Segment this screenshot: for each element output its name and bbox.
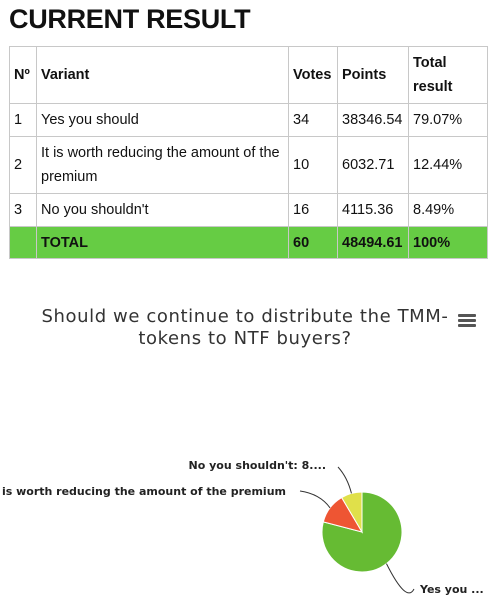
pie-connector-line xyxy=(337,466,352,494)
table-row: 3 No you shouldn't 16 4115.36 8.49% xyxy=(9,193,488,227)
row-result: 79.07% xyxy=(408,103,488,137)
row-result: 12.44% xyxy=(408,136,488,194)
results-table: Nº Variant Votes Points Total result 1 Y… xyxy=(9,46,488,259)
row-number: 1 xyxy=(9,103,37,137)
row-variant: Yes you should xyxy=(36,103,289,137)
hamburger-menu-icon[interactable] xyxy=(458,314,476,328)
total-result: 100% xyxy=(408,226,488,259)
header-variant: Variant xyxy=(36,46,289,104)
row-result: 8.49% xyxy=(408,193,488,227)
row-points: 6032.71 xyxy=(337,136,409,194)
header-votes: Votes xyxy=(288,46,338,104)
pie-slice[interactable] xyxy=(340,491,363,534)
pie-data-label: Yes you ... xyxy=(419,583,484,596)
row-votes: 10 xyxy=(288,136,338,194)
total-row: TOTAL 60 48494.61 100% xyxy=(9,226,488,259)
row-votes: 34 xyxy=(288,103,338,137)
row-points: 38346.54 xyxy=(337,103,409,137)
total-points: 48494.61 xyxy=(337,226,409,259)
row-votes: 16 xyxy=(288,193,338,227)
row-variant: It is worth reducing the amount of the p… xyxy=(36,136,289,194)
table-header-row: Nº Variant Votes Points Total result xyxy=(9,46,488,104)
pie-data-label: No you shouldn't: 8.... xyxy=(189,459,326,472)
header-total-result: Total result xyxy=(408,46,488,104)
pie-data-label: It is worth reducing the amount of the p… xyxy=(0,485,286,498)
pie-plot: Yes you ... It is worth reducing the amou… xyxy=(0,459,484,596)
pie-connector-line xyxy=(385,563,415,594)
row-points: 4115.36 xyxy=(337,193,409,227)
header-points: Points xyxy=(337,46,409,104)
pie-connector-line xyxy=(299,490,331,509)
chart-title: Should we continue to distribute the TMM… xyxy=(41,306,449,349)
header-number: Nº xyxy=(9,46,37,104)
total-label: TOTAL xyxy=(36,226,289,259)
row-number: 2 xyxy=(9,136,37,194)
pie-chart: Should we continue to distribute the TMM… xyxy=(0,290,499,603)
total-number xyxy=(9,226,37,259)
row-number: 3 xyxy=(9,193,37,227)
page-title: CURRENT RESULT xyxy=(9,4,251,34)
table-row: 2 It is worth reducing the amount of the… xyxy=(9,136,488,194)
total-votes: 60 xyxy=(288,226,338,259)
row-variant: No you shouldn't xyxy=(36,193,289,227)
table-row: 1 Yes you should 34 38346.54 79.07% xyxy=(9,103,488,137)
